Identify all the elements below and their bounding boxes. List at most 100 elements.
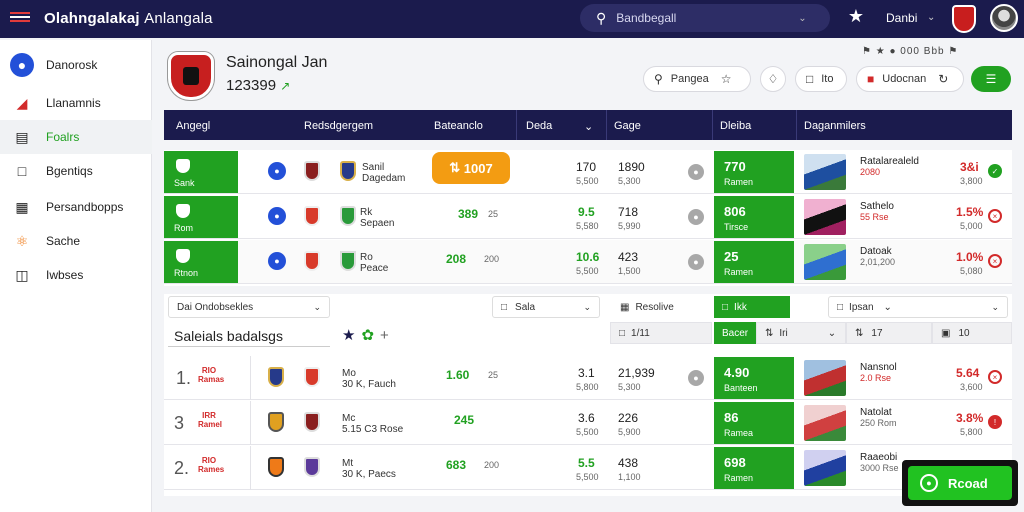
stat-sub: 5,300 xyxy=(618,382,641,392)
player-photo[interactable] xyxy=(804,244,846,280)
status-dot-icon[interactable]: ● xyxy=(688,370,704,386)
odds-value[interactable]: 1.60 xyxy=(446,368,470,382)
highlight-cell[interactable]: 86 Ramea xyxy=(714,402,794,444)
column-header[interactable]: Daganmilers xyxy=(804,120,866,132)
player-photo[interactable] xyxy=(804,405,846,441)
odds-value[interactable]: 683 xyxy=(446,458,467,472)
sub-green-label: Bacer xyxy=(722,327,749,339)
close-icon[interactable]: × xyxy=(988,370,1002,384)
stat-sub: 1,100 xyxy=(618,472,641,482)
highlight-cell[interactable]: 4.90 Banteen xyxy=(714,357,794,399)
sidebar-item-2[interactable]: ▤ Foalrs xyxy=(0,120,152,154)
away-crest-icon xyxy=(304,412,320,432)
table-row[interactable]: 3 IRR Ramel Mc 5.15 C3 Rose 245 3.6 5,500… xyxy=(164,401,1012,445)
resolve-button[interactable]: ▦ Resolive xyxy=(612,296,712,318)
column-header[interactable]: Gage xyxy=(614,120,641,132)
app-brand[interactable]: Olahngalakaj Anlangala xyxy=(44,10,213,27)
odds-sub: 25 xyxy=(488,209,499,219)
player-photo[interactable] xyxy=(804,450,846,486)
sub-filter[interactable]: □ 1/11 xyxy=(610,322,712,344)
star-icon[interactable]: ★ xyxy=(342,327,356,344)
status-dot-icon[interactable]: ● xyxy=(688,254,704,270)
plus-icon[interactable]: + xyxy=(380,327,389,344)
menu-flag-icon[interactable] xyxy=(10,12,30,26)
player-name: Raaeobi xyxy=(860,452,898,463)
cta-button[interactable]: ● Rcoad xyxy=(908,466,1012,500)
bell-icon[interactable]: ♢ xyxy=(760,66,786,92)
player-photo[interactable] xyxy=(804,199,846,235)
pangea-button[interactable]: ⚲ Pangea ☆ xyxy=(643,66,751,92)
odds-value[interactable]: 245 xyxy=(454,413,475,427)
filter-select[interactable]: □ Ipsan ⌄ ⌄ xyxy=(828,296,1008,318)
sidebar-item-0[interactable]: ● Danorosk xyxy=(0,48,152,82)
team-logo xyxy=(168,52,214,100)
odds-sub: 25 xyxy=(488,370,499,380)
status-dot-icon[interactable]: ● xyxy=(688,164,704,180)
highlight-cell[interactable]: 698 Ramen xyxy=(714,447,794,489)
table-row[interactable]: Rom ● Rk Sepaen 389 25 9.5 5,580 718 5,99… xyxy=(164,195,1012,239)
udocnan-button[interactable]: ■ Udocnan ↻ xyxy=(856,66,964,92)
status-dot-icon[interactable]: ● xyxy=(688,209,704,225)
table-row[interactable]: Rtnon ● Ro Peace 208 200 10.6 5,500 423 1… xyxy=(164,240,1012,284)
search-input[interactable] xyxy=(616,11,797,25)
status-icons[interactable]: ⚑ ★ ● 000 Bbb ⚑ xyxy=(862,46,959,57)
player-value-sub: 5,080 xyxy=(960,266,983,276)
sub-tab[interactable]: ⇅ 17 xyxy=(846,322,932,344)
table-row[interactable]: Sank ● Sanil Dagedam ⇅ 1007 170 5,500 189… xyxy=(164,150,1012,194)
green-filter-button[interactable]: □ Ikk xyxy=(714,296,790,318)
divider xyxy=(606,110,607,140)
table-row[interactable]: 2. RIO Rames Mt 30 K, Paecs 683 200 5.5 5… xyxy=(164,446,1012,490)
away-crest-icon xyxy=(340,161,356,181)
stat-sub: 5,900 xyxy=(618,427,641,437)
column-header[interactable]: Bateanclo xyxy=(434,120,483,132)
sidebar-item-label: Danorosk xyxy=(46,58,98,72)
category-select[interactable]: Dai Ondobsekles ⌄ xyxy=(168,296,330,318)
leaf-icon[interactable]: ✿ xyxy=(361,327,375,344)
sub-tab-label: 10 xyxy=(958,327,970,339)
ito-button[interactable]: □ Ito xyxy=(795,66,847,92)
player-photo[interactable] xyxy=(804,360,846,396)
odds-value[interactable]: 389 xyxy=(458,207,479,221)
team-score-value: 123399 xyxy=(226,77,277,94)
search-bar[interactable]: ⚲ ⌄ xyxy=(580,4,830,32)
sort-select[interactable]: □ Sala ⌄ xyxy=(492,296,600,318)
column-header[interactable]: Deda xyxy=(526,120,553,132)
chevron-down-icon: ⌄ xyxy=(991,301,999,312)
column-header[interactable]: Redsdgergem xyxy=(304,120,374,132)
close-icon[interactable]: × xyxy=(988,209,1002,223)
alert-icon[interactable]: ! xyxy=(988,415,1002,429)
highlight-cell[interactable]: 806 Tirsce xyxy=(714,196,794,238)
user-chevron-down-icon[interactable]: ⌄ xyxy=(927,12,936,23)
table-row[interactable]: 1. RIO Ramas Mo 30 K, Fauch 1.60 25 3.1 5… xyxy=(164,356,1012,400)
odds-value[interactable]: 208 xyxy=(446,252,467,266)
highlight-cell[interactable]: 770 Ramen xyxy=(714,151,794,193)
sidebar-item-3[interactable]: □ Bgentiqs xyxy=(0,154,152,188)
team-label: Rk Sepaen xyxy=(360,207,394,229)
mascot-icon[interactable]: ★ xyxy=(847,6,865,26)
close-icon[interactable]: × xyxy=(988,254,1002,268)
sub-tab[interactable]: ⇅ Iri ⌄ xyxy=(756,322,846,344)
check-icon[interactable]: ✓ xyxy=(988,164,1002,178)
highlight-cell[interactable]: 25 Ramen xyxy=(714,241,794,283)
menu-button[interactable]: ☰ xyxy=(971,66,1011,92)
info-icon[interactable]: ● xyxy=(268,252,286,270)
chevron-down-icon[interactable]: ⌄ xyxy=(584,121,594,133)
document-icon: □ xyxy=(17,163,27,179)
info-icon[interactable]: ● xyxy=(268,207,286,225)
lock-icon: ▣ xyxy=(941,327,951,339)
user-name[interactable]: Danbi xyxy=(886,11,918,25)
search-dropdown-icon[interactable]: ⌄ xyxy=(798,12,807,24)
avatar[interactable] xyxy=(990,4,1018,32)
odds-button[interactable]: ⇅ 1007 xyxy=(432,152,510,184)
sub-green-tab[interactable]: Bacer xyxy=(714,322,756,344)
sidebar-item-1[interactable]: ◢ Llanamnis xyxy=(0,86,152,120)
player-photo[interactable] xyxy=(804,154,846,190)
info-icon[interactable]: ● xyxy=(268,162,286,180)
sidebar-item-4[interactable]: ▦ Persandbopps xyxy=(0,190,152,224)
club-badge-icon[interactable] xyxy=(952,5,976,33)
column-header[interactable]: Angegl xyxy=(176,120,211,132)
column-header[interactable]: Dleiba xyxy=(720,120,752,132)
sub-tab[interactable]: ▣ 10 xyxy=(932,322,1012,344)
sidebar-item-6[interactable]: ◫ Iwbses xyxy=(0,258,152,292)
sidebar-item-5[interactable]: ⚛ Sache xyxy=(0,224,152,258)
